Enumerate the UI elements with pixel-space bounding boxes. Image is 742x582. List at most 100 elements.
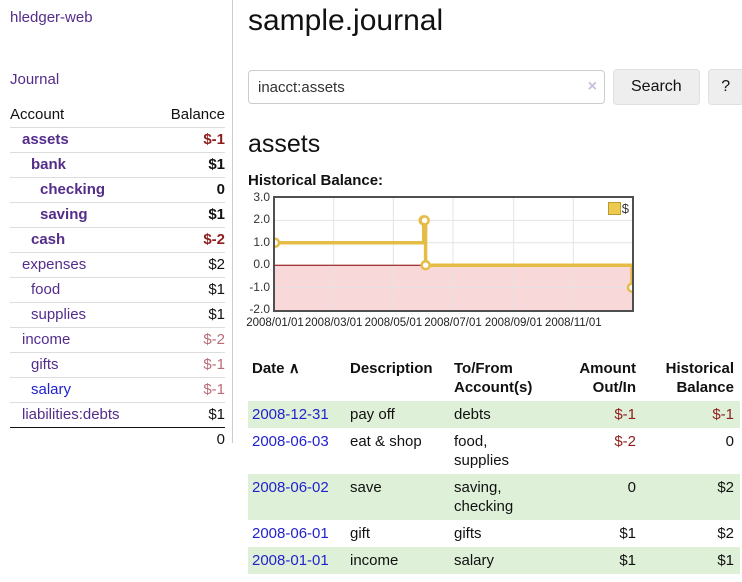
register-header-account: To/From Account(s)	[454, 360, 533, 396]
y-tick-label: 2.0	[253, 212, 270, 227]
account-row-supplies: supplies $1	[10, 302, 225, 328]
account-row-checking: checking 0	[10, 177, 225, 203]
account-balance: $1	[153, 277, 225, 303]
account-link-assets[interactable]: assets	[22, 131, 69, 148]
legend-swatch-icon	[607, 202, 621, 215]
x-tick-label: 2008/03/01	[304, 317, 363, 329]
account-balance: $1	[153, 402, 225, 428]
account-link-cash[interactable]: cash	[31, 231, 66, 248]
transaction-amount: $1	[619, 525, 636, 542]
search-input-wrap: ×	[248, 70, 605, 104]
search-input[interactable]	[248, 70, 605, 104]
account-row-salary: salary $-1	[10, 377, 225, 403]
account-balance: 0	[153, 177, 225, 203]
page-title: sample.journal	[248, 4, 444, 37]
register-table: Date ∧ Description To/From Account(s) Am…	[248, 357, 740, 574]
help-button[interactable]: ?	[707, 69, 742, 105]
account-link-expenses[interactable]: expenses	[22, 256, 87, 273]
transaction-balance: $2	[717, 525, 734, 542]
sidebar-item-journal[interactable]: Journal	[10, 71, 60, 88]
account-balance: $-1	[153, 352, 225, 378]
account-row-food: food $1	[10, 277, 225, 303]
transaction-date-link[interactable]: 2008-12-31	[252, 406, 329, 423]
account-row-liabilities-debts: liabilities:debts $1	[10, 402, 225, 428]
accounts-total-value: 0	[153, 427, 225, 452]
account-link-saving[interactable]: saving	[40, 206, 88, 223]
account-row-income: income $-2	[10, 327, 225, 353]
y-tick-label: -2.0	[249, 302, 270, 316]
chart-canvas	[275, 198, 632, 310]
account-row-expenses: expenses $2	[10, 252, 225, 278]
register-header-balance: Historical Balance	[665, 360, 734, 396]
account-balance: $2	[153, 252, 225, 278]
accounts-total-row: 0	[10, 427, 225, 452]
x-tick-label: 2008/11/01	[544, 317, 602, 329]
accounts-table: Account Balance assets $-1 bank $1 check…	[10, 103, 225, 452]
search-button[interactable]: Search	[613, 69, 700, 105]
transaction-balance: $2	[717, 479, 734, 496]
account-balance: $1	[153, 302, 225, 328]
brand-link[interactable]: hledger-web	[10, 9, 93, 26]
chart-title: Historical Balance:	[248, 172, 384, 189]
accounts-header-row: Account Balance	[10, 103, 225, 128]
account-row-assets: assets $-1	[10, 127, 225, 153]
account-balance: $-2	[153, 227, 225, 253]
accounts-header-balance: Balance	[170, 106, 225, 123]
transaction-balance: $1	[717, 552, 734, 569]
register-row: 2008-06-02 save saving, checking 0 $2	[248, 474, 740, 520]
account-link-salary[interactable]: salary	[31, 381, 72, 398]
transaction-amount: $-1	[614, 406, 636, 423]
sort-asc-icon: ∧	[288, 360, 300, 377]
transaction-date-link[interactable]: 2008-01-01	[252, 552, 329, 569]
x-tick-label: 2008/01/01	[246, 317, 304, 329]
clear-search-icon[interactable]: ×	[587, 78, 597, 95]
transaction-account: food, supplies	[454, 433, 510, 469]
transaction-account: saving, checking	[454, 479, 514, 515]
transaction-description: eat & shop	[350, 433, 422, 450]
account-row-saving: saving $1	[10, 202, 225, 228]
search-bar: × Search ?	[248, 69, 742, 105]
transaction-date-link[interactable]: 2008-06-02	[252, 479, 329, 496]
account-row-gifts: gifts $-1	[10, 352, 225, 378]
register-row: 2008-06-03 eat & shop food, supplies $-2…	[248, 428, 740, 474]
register-row: 2008-06-01 gift gifts $1 $2	[248, 520, 740, 547]
account-link-checking[interactable]: checking	[40, 181, 106, 198]
transaction-date-link[interactable]: 2008-06-01	[252, 525, 329, 542]
account-balance: $-1	[153, 377, 225, 403]
y-tick-label: 3.0	[253, 190, 270, 204]
transaction-balance: 0	[725, 433, 734, 450]
account-link-food[interactable]: food	[31, 281, 61, 298]
transaction-account: gifts	[454, 525, 482, 542]
register-header-description: Description	[350, 360, 433, 377]
account-link-liabilities-debts[interactable]: liabilities:debts	[22, 406, 120, 423]
account-balance: $1	[153, 152, 225, 178]
transaction-amount: $1	[619, 552, 636, 569]
register-row: 2008-01-01 income salary $1 $1	[248, 547, 740, 574]
account-link-income[interactable]: income	[22, 331, 71, 348]
account-link-bank[interactable]: bank	[31, 156, 67, 173]
chart-y-axis: 3.0 2.0 1.0 0.0 -1.0 -2.0	[246, 190, 270, 316]
account-row-cash: cash $-2	[10, 227, 225, 253]
y-tick-label: 1.0	[253, 234, 270, 249]
transaction-balance: $-1	[712, 406, 734, 423]
transaction-date-link[interactable]: 2008-06-03	[252, 433, 329, 450]
y-tick-label: 0.0	[253, 257, 270, 272]
chart-legend: $	[607, 201, 629, 216]
account-link-supplies[interactable]: supplies	[31, 306, 87, 323]
register-row: 2008-12-31 pay off debts $-1 $-1	[248, 401, 740, 428]
transaction-description: save	[350, 479, 382, 496]
transaction-description: pay off	[350, 406, 395, 423]
legend-label: $	[621, 201, 629, 216]
register-header-row: Date ∧ Description To/From Account(s) Am…	[248, 357, 740, 401]
transaction-amount: 0	[627, 479, 636, 496]
account-link-gifts[interactable]: gifts	[31, 356, 59, 373]
x-tick-label: 2008/09/01	[484, 317, 543, 329]
y-tick-label: -1.0	[249, 279, 270, 294]
transaction-description: income	[350, 552, 399, 569]
register-header-date[interactable]: Date ∧	[252, 360, 300, 377]
account-balance: $-2	[153, 327, 225, 353]
account-row-bank: bank $1	[10, 152, 225, 178]
balance-chart: 3.0 2.0 1.0 0.0 -1.0 -2.0 $ 2008/01/01 2008/03…	[246, 190, 728, 336]
transaction-account: debts	[454, 406, 491, 423]
